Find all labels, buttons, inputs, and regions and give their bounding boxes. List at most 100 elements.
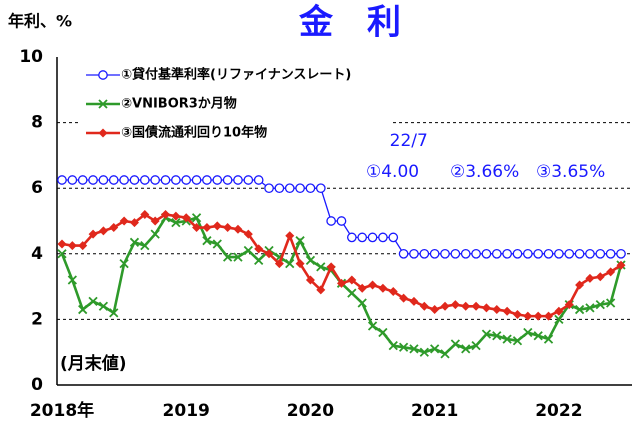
marker bbox=[533, 248, 544, 259]
marker bbox=[491, 248, 502, 259]
marker bbox=[337, 278, 346, 288]
marker bbox=[399, 293, 409, 303]
marker bbox=[523, 327, 533, 338]
marker bbox=[129, 218, 139, 228]
marker bbox=[98, 175, 109, 185]
marker bbox=[388, 341, 398, 351]
x-tick-label: 2022 bbox=[535, 401, 582, 421]
marker bbox=[119, 259, 129, 269]
marker bbox=[409, 344, 419, 354]
marker bbox=[98, 301, 109, 311]
marker bbox=[264, 183, 274, 194]
marker bbox=[544, 311, 554, 321]
marker bbox=[512, 309, 522, 319]
marker bbox=[440, 349, 450, 359]
marker bbox=[57, 249, 67, 259]
marker bbox=[315, 183, 326, 194]
marker bbox=[606, 298, 616, 308]
marker bbox=[295, 236, 305, 246]
marker bbox=[233, 224, 243, 234]
marker bbox=[419, 301, 429, 311]
marker bbox=[492, 305, 502, 315]
marker bbox=[305, 275, 315, 285]
marker bbox=[119, 216, 129, 226]
marker bbox=[202, 236, 212, 246]
marker bbox=[492, 331, 502, 341]
marker bbox=[88, 229, 98, 239]
marker bbox=[223, 223, 233, 233]
marker bbox=[109, 223, 119, 233]
marker bbox=[326, 216, 336, 226]
marker bbox=[212, 239, 222, 249]
marker bbox=[347, 275, 357, 285]
marker bbox=[585, 248, 595, 259]
marker bbox=[139, 175, 150, 185]
marker bbox=[161, 209, 171, 219]
x-tick-label: 2020 bbox=[287, 401, 334, 421]
chart-title: 金 利 bbox=[298, 3, 401, 43]
marker bbox=[481, 248, 492, 259]
marker bbox=[523, 311, 533, 321]
marker bbox=[512, 336, 523, 346]
marker bbox=[253, 175, 264, 185]
y-axis-label: 年利、% bbox=[8, 12, 72, 31]
marker bbox=[181, 213, 191, 223]
y-tick-label: 10 bbox=[19, 47, 43, 67]
marker bbox=[367, 321, 378, 331]
marker bbox=[357, 298, 367, 308]
marker bbox=[140, 209, 150, 219]
marker bbox=[171, 218, 181, 228]
marker bbox=[430, 305, 440, 315]
marker bbox=[243, 229, 253, 239]
marker bbox=[512, 248, 523, 259]
marker bbox=[533, 311, 543, 321]
marker bbox=[440, 301, 450, 311]
marker bbox=[243, 245, 253, 256]
x-tick-label: 2018年 bbox=[30, 400, 94, 421]
marker bbox=[119, 175, 129, 185]
marker bbox=[88, 296, 98, 306]
marker bbox=[429, 248, 440, 259]
marker bbox=[595, 272, 605, 282]
marker bbox=[585, 273, 595, 283]
marker bbox=[471, 341, 481, 351]
legend-marker bbox=[98, 70, 108, 80]
marker bbox=[502, 306, 512, 316]
marker bbox=[398, 342, 409, 352]
marker bbox=[409, 248, 419, 259]
marker bbox=[140, 240, 150, 251]
x-tick-label: 2021 bbox=[411, 401, 458, 421]
y-tick-label: 6 bbox=[31, 178, 43, 198]
note: (月末値) bbox=[60, 353, 127, 374]
marker bbox=[254, 255, 264, 265]
marker bbox=[347, 288, 357, 298]
marker bbox=[605, 248, 616, 259]
marker bbox=[367, 232, 378, 243]
marker bbox=[67, 241, 77, 251]
legend-label: ①貸付基準利率(リファイナンスレート) bbox=[121, 67, 351, 83]
marker bbox=[388, 287, 398, 297]
y-tick-label: 4 bbox=[31, 244, 43, 264]
marker bbox=[57, 175, 67, 185]
marker bbox=[192, 223, 202, 233]
marker bbox=[67, 275, 77, 285]
marker bbox=[254, 244, 264, 254]
marker bbox=[233, 252, 243, 262]
marker bbox=[285, 259, 295, 269]
marker bbox=[108, 175, 119, 185]
marker bbox=[378, 232, 388, 243]
marker bbox=[336, 216, 347, 226]
marker bbox=[57, 239, 67, 249]
legend-marker bbox=[98, 128, 108, 138]
marker bbox=[264, 249, 274, 259]
marker bbox=[461, 301, 471, 311]
marker bbox=[460, 248, 471, 259]
marker bbox=[77, 175, 88, 185]
marker bbox=[606, 267, 616, 277]
marker bbox=[129, 237, 140, 247]
marker bbox=[502, 334, 512, 344]
marker bbox=[212, 221, 222, 231]
marker bbox=[378, 283, 388, 293]
marker bbox=[430, 344, 440, 354]
marker bbox=[616, 248, 626, 259]
